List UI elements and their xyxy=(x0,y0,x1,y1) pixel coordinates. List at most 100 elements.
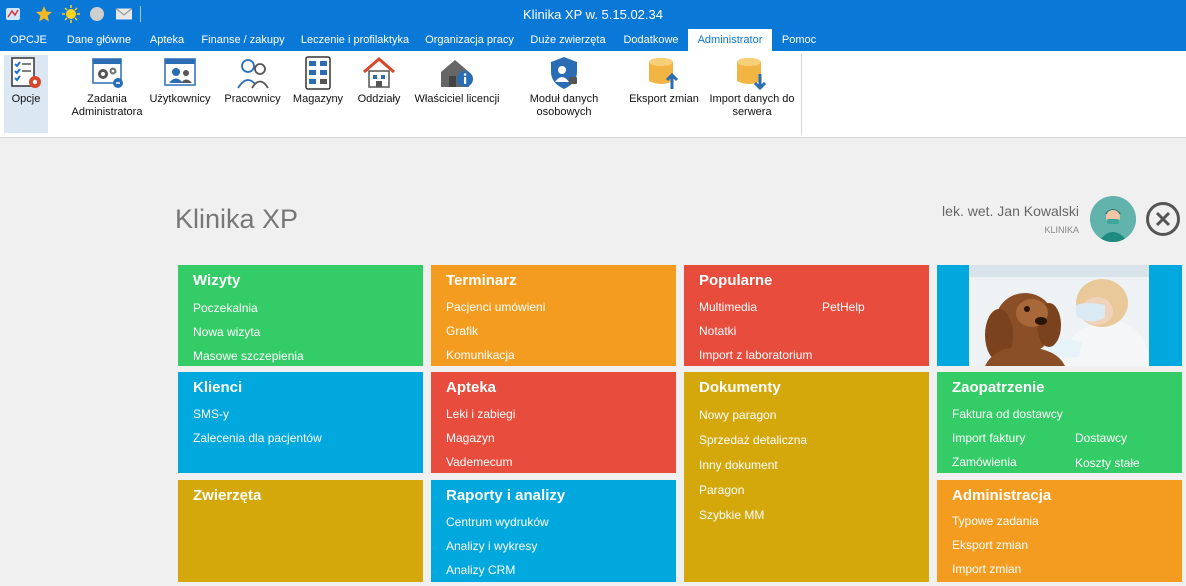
link-sms-y[interactable]: SMS-y xyxy=(193,407,229,421)
tile-zwierzeta[interactable]: Zwierzęta xyxy=(178,480,423,582)
personal-data-module-button[interactable]: Moduł danych osobowych xyxy=(520,55,608,133)
tile-apteka-title: Apteka xyxy=(446,379,497,396)
app-logo-icon[interactable] xyxy=(3,4,23,24)
title-bar: Klinika XP w. 5.15.02.34 xyxy=(0,0,1186,29)
users-button[interactable]: Użytkownicy xyxy=(145,55,215,133)
link-poczekalnia[interactable]: Poczekalnia xyxy=(193,301,258,315)
link-faktura-od-dostawcy[interactable]: Faktura od dostawcy xyxy=(952,407,1063,421)
admin-tasks-button[interactable]: Zadania Administratora xyxy=(64,55,150,133)
sun-icon[interactable] xyxy=(61,4,81,24)
tab-dane-glowne[interactable]: Dane główne xyxy=(66,34,132,46)
tile-raporty[interactable]: Raporty i analizy Centrum wydruków Anali… xyxy=(431,480,676,582)
branches-button[interactable]: Oddziały xyxy=(352,55,406,133)
close-button[interactable] xyxy=(1146,202,1180,236)
link-pacjenci-umowieni[interactable]: Pacjenci umówieni xyxy=(446,300,546,314)
quick-access-separator xyxy=(140,6,141,22)
tile-apteka[interactable]: Apteka Leki i zabiegi Magazyn Vademecum xyxy=(431,372,676,473)
mail-icon[interactable] xyxy=(114,4,134,24)
tab-finanse-zakupy[interactable]: Finanse / zakupy xyxy=(201,34,285,46)
link-szybkie-mm[interactable]: Szybkie MM xyxy=(699,508,765,522)
link-paragon[interactable]: Paragon xyxy=(699,483,745,497)
link-multimedia[interactable]: Multimedia xyxy=(699,300,758,314)
link-inny-dokument[interactable]: Inny dokument xyxy=(699,458,778,472)
options-checklist-gear-icon xyxy=(11,57,41,88)
link-leki-i-zabiegi[interactable]: Leki i zabiegi xyxy=(446,407,516,421)
tile-dokumenty-title: Dokumenty xyxy=(699,379,781,396)
employees-icon xyxy=(236,59,269,89)
tile-klienci[interactable]: Klienci SMS-y Zalecenia dla pacjentów xyxy=(178,372,423,473)
link-notatki[interactable]: Notatki xyxy=(699,324,737,338)
menu-bar: OPCJE Dane główne Apteka Finanse / zakup… xyxy=(0,29,1186,51)
vet-with-dog-image xyxy=(969,265,1149,366)
link-import-faktury[interactable]: Import faktury xyxy=(952,431,1026,445)
tile-photo xyxy=(937,265,1182,366)
import-data-to-server-button[interactable]: Import danych do serwera xyxy=(704,55,800,133)
employees-label: Pracownicy xyxy=(224,93,281,105)
link-analizy-crm[interactable]: Analizy CRM xyxy=(446,563,516,577)
tab-pomoc[interactable]: Pomoc xyxy=(781,34,817,46)
tile-popularne[interactable]: Popularne Multimedia PetHelp Notatki Imp… xyxy=(684,265,929,366)
link-dostawcy[interactable]: Dostawcy xyxy=(1075,431,1128,445)
personal-data-shield-icon xyxy=(551,57,577,89)
export-changes-database-icon xyxy=(649,58,679,89)
link-sprzedaz-detaliczna[interactable]: Sprzedaż detaliczna xyxy=(699,433,808,447)
tile-dokumenty[interactable]: Dokumenty Nowy paragon Sprzedaż detalicz… xyxy=(684,372,929,582)
link-zamowienia[interactable]: Zamówienia xyxy=(952,455,1017,469)
link-eksport-zmian[interactable]: Eksport zmian xyxy=(952,538,1029,552)
branches-label: Oddziały xyxy=(357,93,401,105)
tab-opcje[interactable]: OPCJE xyxy=(10,34,47,46)
options-button[interactable]: Opcje xyxy=(4,55,48,133)
user-name: lek. wet. Jan Kowalski xyxy=(942,203,1079,219)
warehouses-button[interactable]: Magazyny xyxy=(289,55,347,133)
export-changes-label: Eksport zmian xyxy=(629,93,699,105)
link-typowe-zadania[interactable]: Typowe zadania xyxy=(952,514,1039,528)
link-masowe-szczepienia[interactable]: Masowe szczepienia xyxy=(193,349,304,363)
tab-administrator[interactable]: Administrator xyxy=(688,29,772,51)
tab-organizacja-pracy[interactable]: Organizacja pracy xyxy=(425,34,514,46)
tile-terminarz-title: Terminarz xyxy=(446,272,517,289)
tile-zaopatrzenie[interactable]: Zaopatrzenie Faktura od dostawcy Import … xyxy=(937,372,1182,473)
link-nowy-paragon[interactable]: Nowy paragon xyxy=(699,408,777,422)
tile-raporty-title: Raporty i analizy xyxy=(446,487,566,504)
ribbon-group-separator xyxy=(801,54,802,135)
circle-icon[interactable] xyxy=(87,4,107,24)
link-zalecenia-dla-pacjentow[interactable]: Zalecenia dla pacjentów xyxy=(193,431,322,445)
tab-duze-zwierzeta[interactable]: Duże zwierzęta xyxy=(530,34,606,46)
tile-wizyty[interactable]: Wizyty Poczekalnia Nowa wizyta Masowe sz… xyxy=(178,265,423,366)
avatar[interactable] xyxy=(1090,196,1136,242)
tile-administracja[interactable]: Administracja Typowe zadania Eksport zmi… xyxy=(937,480,1182,582)
link-import-zmian[interactable]: Import zmian xyxy=(952,562,1022,576)
link-centrum-wydrukow[interactable]: Centrum wydruków xyxy=(446,515,549,529)
tab-dodatkowe[interactable]: Dodatkowe xyxy=(623,34,679,46)
link-vademecum[interactable]: Vademecum xyxy=(446,455,513,469)
star-icon[interactable] xyxy=(34,4,54,24)
employees-button[interactable]: Pracownicy xyxy=(220,55,285,133)
export-changes-button[interactable]: Eksport zmian xyxy=(625,55,703,133)
warehouses-icon xyxy=(305,56,331,90)
tab-apteka[interactable]: Apteka xyxy=(149,34,185,46)
branches-house-icon xyxy=(363,57,395,88)
link-nowa-wizyta[interactable]: Nowa wizyta xyxy=(193,325,261,339)
tile-terminarz[interactable]: Terminarz Pacjenci umówieni Grafik Komun… xyxy=(431,265,676,366)
close-icon xyxy=(1155,211,1171,227)
license-owner-label: Właściciel licencji xyxy=(414,93,500,105)
tile-zaopatrzenie-title: Zaopatrzenie xyxy=(952,379,1045,396)
tile-administracja-title: Administracja xyxy=(952,487,1052,504)
tile-popularne-title: Popularne xyxy=(699,272,773,289)
link-grafik[interactable]: Grafik xyxy=(446,324,479,338)
tile-klienci-title: Klienci xyxy=(193,379,243,396)
admin-tasks-gears-icon xyxy=(92,58,123,88)
link-magazyn[interactable]: Magazyn xyxy=(446,431,495,445)
user-avatar-icon xyxy=(1090,196,1136,242)
link-koszty-stale[interactable]: Koszty stałe xyxy=(1075,456,1140,470)
link-pethelp[interactable]: PetHelp xyxy=(822,300,865,314)
warehouses-label: Magazyny xyxy=(292,93,344,105)
link-import-z-laboratorium[interactable]: Import z laboratorium xyxy=(699,348,813,362)
link-analizy-i-wykresy[interactable]: Analizy i wykresy xyxy=(446,539,538,553)
tab-leczenie-profilaktyka[interactable]: Leczenie i profilaktyka xyxy=(300,34,410,46)
admin-tasks-label: Zadania Administratora xyxy=(71,93,143,118)
window-title: Klinika XP w. 5.15.02.34 xyxy=(523,7,663,22)
license-owner-button[interactable]: Właściciel licencji xyxy=(410,55,504,133)
tile-wizyty-title: Wizyty xyxy=(193,272,241,289)
link-komunikacja[interactable]: Komunikacja xyxy=(446,348,515,362)
